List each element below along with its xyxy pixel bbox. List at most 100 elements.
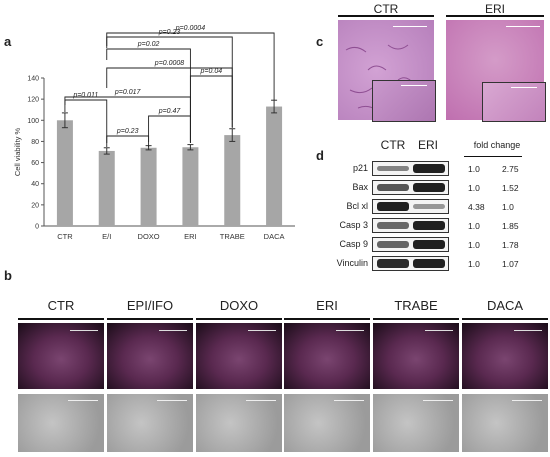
p-value-label: p=0.02 bbox=[137, 41, 160, 48]
spheroid-fluorescence-image bbox=[462, 323, 548, 389]
panel-b-label: b bbox=[4, 268, 12, 283]
fold-ctr: 1.0 bbox=[468, 240, 480, 250]
x-tick-label: ERI bbox=[184, 232, 197, 241]
significance-bracket bbox=[64, 99, 108, 143]
fold-eri: 2.75 bbox=[502, 164, 519, 174]
p-value-label: p=0.011 bbox=[72, 92, 98, 99]
significance-bracket bbox=[148, 115, 191, 142]
fold-ctr: 1.0 bbox=[468, 221, 480, 231]
band-eri bbox=[413, 183, 445, 192]
spheroid-fluorescence-image bbox=[373, 323, 459, 389]
scale-bar bbox=[157, 400, 187, 401]
scale-bar bbox=[423, 400, 453, 401]
bar-daca bbox=[266, 106, 283, 226]
fold-eri: 1.85 bbox=[502, 221, 519, 231]
x-tick-label: TRABE bbox=[220, 232, 245, 241]
x-tick-label: CTR bbox=[57, 232, 73, 241]
p-value-label: p=0.0004 bbox=[175, 25, 205, 32]
scale-bar bbox=[393, 26, 427, 27]
bar-doxo bbox=[140, 147, 157, 226]
wb-band-strip bbox=[372, 237, 449, 252]
wb-band-strip bbox=[372, 161, 449, 176]
panel-d-label: d bbox=[316, 148, 324, 163]
wb-col-ctr: CTR bbox=[380, 138, 406, 152]
y-tick-label: 60 bbox=[31, 160, 39, 167]
significance-bracket bbox=[106, 135, 150, 147]
he-stain-eri-inset bbox=[482, 82, 546, 122]
panel-c-label-eri: ERI bbox=[484, 2, 505, 16]
fold-eri: 1.52 bbox=[502, 183, 519, 193]
band-ctr bbox=[377, 184, 409, 191]
fold-eri: 1.0 bbox=[502, 202, 514, 212]
he-stain-eri-image bbox=[446, 20, 546, 122]
spheroid-fluorescence-image bbox=[284, 323, 370, 389]
treatment-label: CTR bbox=[47, 298, 75, 313]
y-tick-label: 100 bbox=[27, 118, 39, 125]
band-eri bbox=[413, 164, 445, 173]
p-value-label: p=0.0008 bbox=[154, 60, 184, 67]
band-ctr bbox=[377, 222, 409, 229]
fold-ctr: 4.38 bbox=[468, 202, 485, 212]
wb-row-label: Casp 3 bbox=[339, 220, 368, 230]
y-tick-label: 120 bbox=[27, 97, 39, 104]
band-eri bbox=[413, 204, 445, 209]
he-stain-ctr-image bbox=[338, 20, 436, 122]
y-axis-label: Cell viability % bbox=[13, 128, 22, 177]
fold-ctr: 1.0 bbox=[468, 259, 480, 269]
y-tick-label: 20 bbox=[31, 202, 39, 209]
y-tick-label: 40 bbox=[31, 181, 39, 188]
x-tick-label: DACA bbox=[264, 232, 285, 241]
scale-bar bbox=[68, 400, 98, 401]
significance-bracket bbox=[189, 75, 233, 140]
panel-c-bar-eri bbox=[446, 15, 544, 17]
scale-bar bbox=[512, 400, 542, 401]
y-tick-label: 80 bbox=[31, 139, 39, 146]
treatment-bar bbox=[18, 318, 104, 320]
fold-header-rule bbox=[464, 156, 522, 157]
panel-c-bar-ctr bbox=[338, 15, 434, 17]
spheroid-fluorescence-image bbox=[107, 323, 193, 389]
wb-row-label: Casp 9 bbox=[339, 239, 368, 249]
spheroid-brightfield-image bbox=[284, 394, 370, 452]
panel-c-label-ctr: CTR bbox=[373, 2, 399, 16]
fold-change-header: fold change bbox=[473, 140, 521, 150]
spheroid-brightfield-image bbox=[373, 394, 459, 452]
scale-bar bbox=[334, 400, 364, 401]
band-eri bbox=[413, 240, 445, 249]
bar-trabe bbox=[224, 135, 241, 226]
wb-band-strip bbox=[372, 256, 449, 271]
treatment-label: ERI bbox=[316, 298, 338, 313]
fold-ctr: 1.0 bbox=[468, 183, 480, 193]
wb-col-eri: ERI bbox=[417, 138, 438, 152]
treatment-bar bbox=[196, 318, 282, 320]
band-ctr bbox=[377, 165, 409, 172]
p-value-label: p=0.47 bbox=[158, 108, 182, 115]
scale-bar bbox=[506, 26, 540, 27]
fold-eri: 1.78 bbox=[502, 240, 519, 250]
treatment-bar bbox=[284, 318, 370, 320]
band-eri bbox=[413, 259, 445, 268]
scale-bar bbox=[336, 330, 364, 331]
wb-row-label: Bax bbox=[352, 182, 368, 192]
panel-c-label: c bbox=[316, 34, 324, 49]
treatment-bar bbox=[373, 318, 459, 320]
p-value-label: p=0.23 bbox=[158, 29, 181, 36]
band-ctr bbox=[377, 202, 409, 211]
p-value-label: p=0.23 bbox=[116, 128, 139, 135]
wb-row-label: p21 bbox=[352, 163, 368, 173]
bar-ctr bbox=[56, 120, 73, 226]
x-tick-label: DOXO bbox=[138, 232, 160, 241]
band-eri bbox=[413, 221, 445, 230]
scale-bar bbox=[514, 330, 542, 331]
scale-bar bbox=[425, 330, 453, 331]
y-tick-label: 0 bbox=[35, 224, 39, 231]
inset-scale-bar bbox=[401, 85, 427, 86]
wb-band-strip bbox=[372, 199, 449, 214]
treatment-bar bbox=[462, 318, 548, 320]
band-ctr bbox=[377, 259, 409, 268]
cell-texture bbox=[345, 44, 415, 111]
y-tick-label: 140 bbox=[27, 76, 39, 83]
significance-bracket bbox=[106, 48, 191, 143]
treatment-label: TRABE bbox=[394, 298, 438, 313]
panel-a-label: a bbox=[4, 34, 12, 49]
